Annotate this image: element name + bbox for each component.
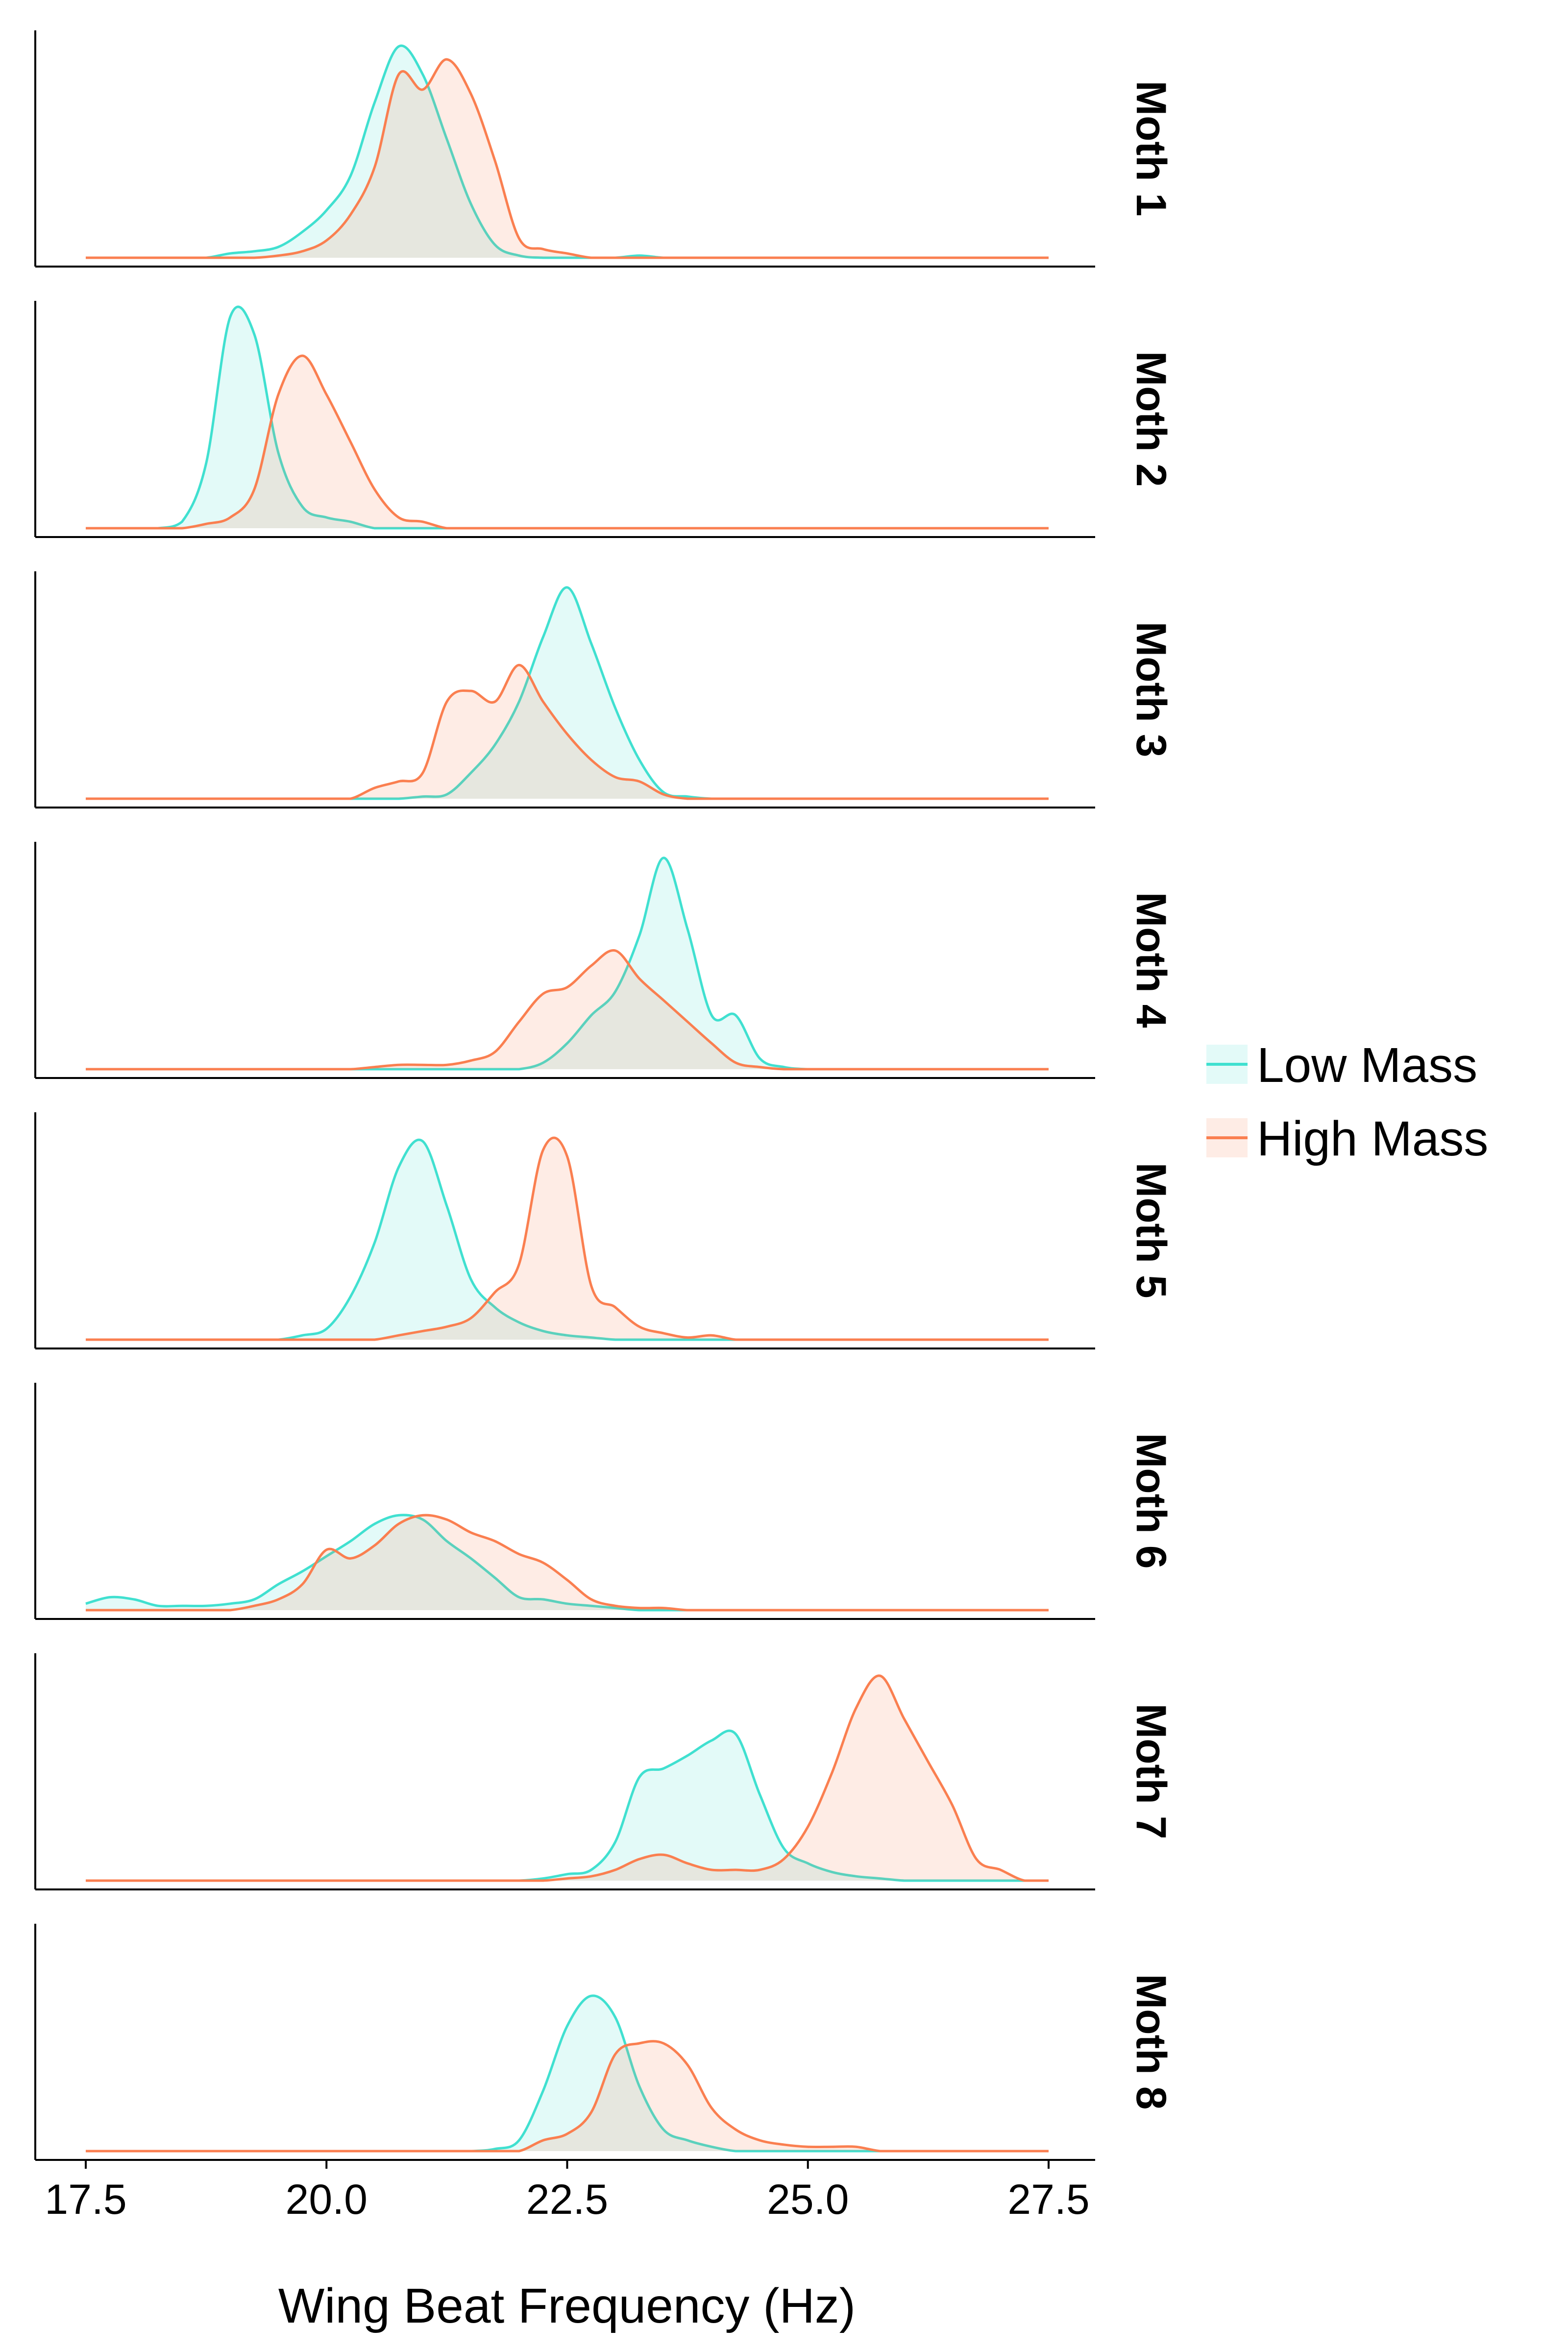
facet-panel: Moth 3 <box>34 571 1175 808</box>
facet-panel: Moth 5 <box>34 1112 1175 1349</box>
legend-label: Low Mass <box>1257 1038 1477 1093</box>
facet-strip-label: Moth 5 <box>1127 1162 1175 1298</box>
facet-strip-label: Moth 2 <box>1127 351 1175 487</box>
low-mass-density-area <box>86 1515 1049 1610</box>
low-mass-density-area <box>86 587 1049 799</box>
facet-panel: Moth 8 <box>34 1924 1175 2161</box>
high-mass-density-area <box>86 950 1049 1069</box>
low-mass-density-line <box>86 44 1049 259</box>
high-mass-density-line <box>85 1514 1049 1612</box>
high-mass-density-area <box>86 356 1049 528</box>
high-mass-density-area <box>86 665 1049 799</box>
facet-strip-label: Moth 4 <box>1127 892 1175 1028</box>
x-tick-label: 27.5 <box>1007 2176 1089 2223</box>
high-mass-density-line <box>85 354 1049 530</box>
x-tick-label: 22.5 <box>526 2176 608 2223</box>
high-mass-density-area <box>86 1675 1049 1881</box>
legend-label: High Mass <box>1257 1111 1488 1166</box>
facet-panel: Moth 7 <box>34 1653 1175 1890</box>
facet-panel: Moth 4 <box>34 842 1175 1079</box>
x-tick-label: 20.0 <box>286 2176 368 2223</box>
low-mass-density-area <box>86 1995 1049 2151</box>
x-tick-label: 17.5 <box>45 2176 126 2223</box>
high-mass-density-area <box>86 1515 1049 1610</box>
low-mass-density-area <box>86 46 1049 258</box>
facet-panel: Moth 2 <box>34 301 1175 538</box>
facet-panel: Moth 6 <box>34 1383 1175 1620</box>
facet-strip-label: Moth 1 <box>1127 80 1175 216</box>
legend: Low Mass High Mass <box>1206 1038 1488 1166</box>
high-mass-density-line <box>85 949 1049 1071</box>
x-axis: 17.5 20.0 22.5 25.0 27.5 <box>45 2160 1090 2223</box>
x-axis-title: Wing Beat Frequency (Hz) <box>278 2278 856 2333</box>
high-mass-density-line <box>86 663 1049 800</box>
low-mass-density-area <box>86 307 1049 528</box>
high-mass-density-area <box>86 59 1049 258</box>
high-mass-density-line <box>86 2040 1049 2153</box>
high-mass-density-line <box>86 1674 1049 1882</box>
high-mass-density-area <box>86 1137 1049 1340</box>
facet-strip-label: Moth 7 <box>1127 1703 1175 1839</box>
legend-item: High Mass <box>1206 1111 1488 1166</box>
facet-strip-label: Moth 3 <box>1127 621 1175 757</box>
legend-item: Low Mass <box>1206 1038 1477 1093</box>
high-mass-density-line <box>86 58 1049 259</box>
x-tick-label: 25.0 <box>767 2176 849 2223</box>
facet-panels: Moth 1 Moth 2 Moth 3 Moth 4 Moth 5 Moth 6 Moth… <box>34 30 1175 2161</box>
facet-strip-label: Moth 8 <box>1127 1974 1175 2109</box>
high-mass-density-line <box>86 1136 1049 1341</box>
facet-strip-label: Moth 6 <box>1127 1433 1175 1568</box>
facet-panel: Moth 1 <box>34 30 1175 268</box>
